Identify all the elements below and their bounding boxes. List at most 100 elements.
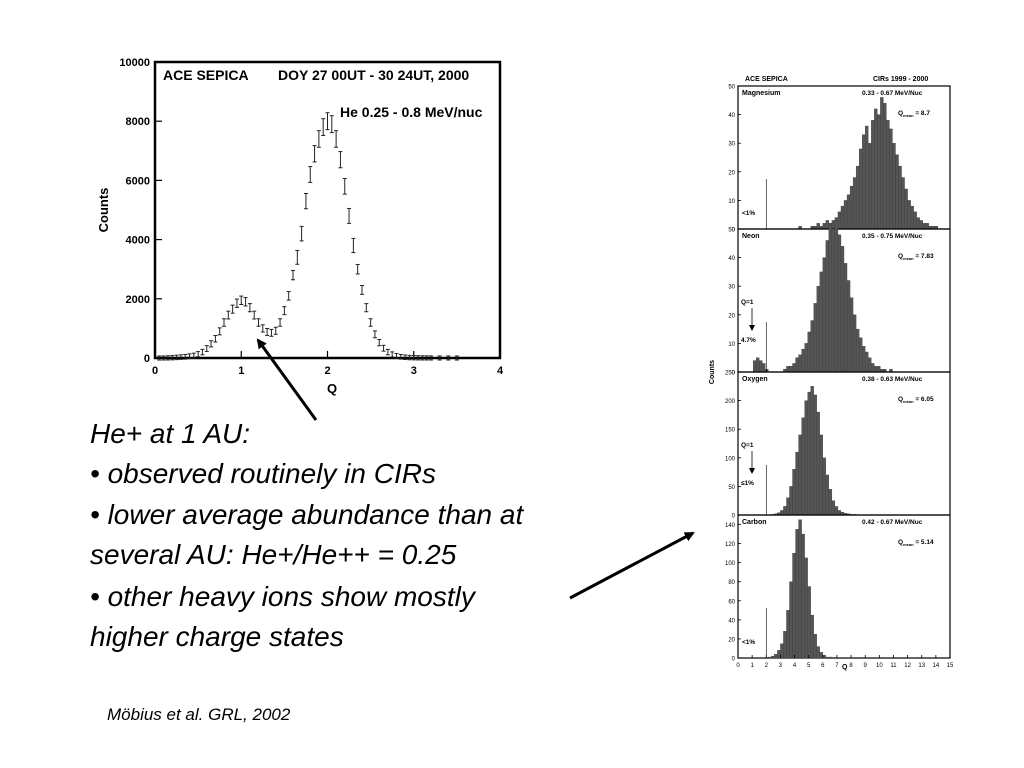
histogram-bar xyxy=(852,314,857,373)
histogram-bar xyxy=(816,646,820,659)
chart-title: ACE SEPICA xyxy=(163,67,249,83)
x-axis-label: Q xyxy=(327,381,337,396)
histogram-bar xyxy=(804,557,808,659)
panel-element-label: Neon xyxy=(742,233,760,240)
data-point xyxy=(157,355,162,361)
data-point xyxy=(325,112,330,131)
histogram-bar xyxy=(849,185,854,230)
data-point xyxy=(174,354,179,361)
histogram-bar xyxy=(816,223,820,230)
data-point xyxy=(256,318,261,327)
data-point xyxy=(265,327,270,336)
histogram-bar xyxy=(792,363,796,373)
data-point xyxy=(312,145,317,163)
text-heading: He+ at 1 AU: xyxy=(90,418,251,449)
histogram-bar xyxy=(822,223,826,230)
data-point xyxy=(420,355,425,361)
histogram-bar xyxy=(756,357,760,373)
y-tick-label: 150 xyxy=(725,428,736,434)
y-tick-label: 120 xyxy=(725,542,736,548)
bullet-line-4: • other heavy ions show mostly xyxy=(90,581,475,612)
data-point xyxy=(282,306,287,316)
data-point xyxy=(303,192,308,210)
histogram-bar xyxy=(843,263,848,373)
histogram-bar xyxy=(780,643,784,659)
y-tick-label: 0 xyxy=(732,228,736,234)
panel-element-label: Oxygen xyxy=(742,376,768,383)
histogram-bar xyxy=(825,656,830,659)
x-tick-label: 10 xyxy=(876,663,883,669)
histogram-bar xyxy=(819,652,823,659)
data-point xyxy=(213,334,218,343)
data-point xyxy=(273,326,278,335)
x-tick-label: 0 xyxy=(152,365,158,377)
panel-note-value: 4.7% xyxy=(741,337,756,344)
histogram-bar xyxy=(789,581,793,659)
histogram-bar xyxy=(795,451,799,516)
x-tick-label: 14 xyxy=(933,663,940,669)
histogram-bar xyxy=(813,394,817,516)
citation: Möbius et al. GRL, 2002 xyxy=(107,705,291,724)
panel-qmean-label: Qmean = 7.83 xyxy=(898,253,934,261)
histogram-bar xyxy=(910,205,914,230)
histogram-bar xyxy=(846,280,851,373)
histogram-bar xyxy=(877,114,881,230)
histogram-bar xyxy=(783,631,787,659)
histogram-bar xyxy=(828,489,833,516)
data-point xyxy=(372,330,377,339)
histogram-bar xyxy=(771,655,775,659)
y-tick-label: 100 xyxy=(725,561,736,567)
histogram-bar xyxy=(752,360,757,373)
panel-energy-label: 0.38 - 0.63 MeV/Nuc xyxy=(862,376,923,383)
x-tick-label: 2 xyxy=(765,663,769,669)
histogram-bar xyxy=(825,220,830,230)
histogram-bar xyxy=(810,386,814,516)
x-tick-label: 1 xyxy=(750,663,754,669)
data-point xyxy=(342,178,347,195)
data-point xyxy=(239,295,244,305)
panel-frame xyxy=(737,371,951,516)
histogram-bar xyxy=(786,366,790,373)
helium-charge-chart: ACE SEPICA DOY 27 00UT - 30 24UT, 2000 H… xyxy=(96,57,504,396)
right-y-axis-label: Counts xyxy=(709,360,716,384)
data-point xyxy=(170,355,175,361)
data-point xyxy=(196,351,201,358)
data-point xyxy=(200,348,205,356)
histogram-bar xyxy=(801,417,805,516)
data-point xyxy=(269,328,274,337)
data-point xyxy=(398,353,403,360)
data-point xyxy=(454,355,459,361)
data-point xyxy=(411,355,416,361)
histogram-bar xyxy=(907,200,911,230)
histogram-bar xyxy=(825,474,830,516)
y-tick-label: 30 xyxy=(728,285,735,291)
histogram-bar xyxy=(871,363,875,373)
heavy-ion-charge-chart: ACE SEPICA CIRs 1999 - 2000 Q Counts 010… xyxy=(709,76,954,671)
data-point xyxy=(385,348,390,356)
panel-note-label: Q=1 xyxy=(741,442,754,449)
y-tick-label: 10 xyxy=(728,199,735,205)
y-tick-label: 2000 xyxy=(126,294,150,306)
histogram-bar xyxy=(877,366,881,373)
data-point xyxy=(424,355,429,361)
x-tick-label: 9 xyxy=(864,663,868,669)
data-point xyxy=(437,355,442,361)
bullet-line-3: several AU: He+/He++ = 0.25 xyxy=(90,539,457,570)
x-tick-label: 12 xyxy=(904,663,911,669)
histogram-bar xyxy=(855,165,860,230)
histogram-bar xyxy=(795,529,799,659)
histogram-bar xyxy=(858,148,863,230)
chart-annotation: He 0.25 - 0.8 MeV/nuc xyxy=(340,104,483,120)
data-point xyxy=(390,351,395,358)
data-point xyxy=(295,249,300,265)
x-tick-label: 3 xyxy=(779,663,783,669)
data-point xyxy=(446,355,451,361)
data-point xyxy=(278,318,283,327)
histogram-bar xyxy=(798,354,802,373)
histogram-bar xyxy=(798,519,802,659)
histogram-bar xyxy=(916,217,920,230)
histogram-bar xyxy=(922,223,926,230)
panel-frame xyxy=(737,514,951,659)
histogram-bar xyxy=(837,211,842,230)
y-tick-label: 0 xyxy=(732,657,736,663)
